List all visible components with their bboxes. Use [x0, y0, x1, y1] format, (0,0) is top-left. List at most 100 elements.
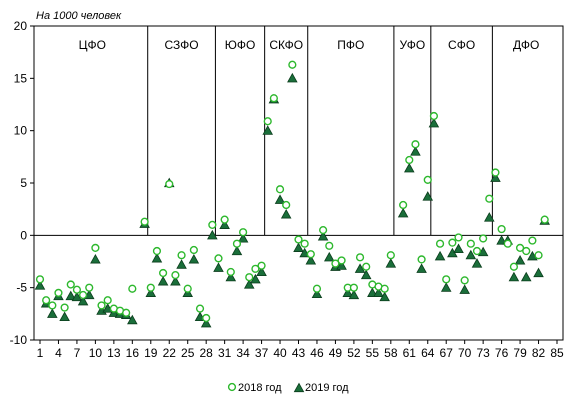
point-2019 [459, 284, 470, 294]
district-label: СКФО [269, 38, 303, 52]
point-2019 [348, 289, 360, 300]
point-2018 [78, 290, 88, 300]
point-2018 [66, 280, 75, 289]
point-2018 [128, 284, 137, 293]
point-2018 [380, 284, 389, 293]
point-2019 [90, 253, 101, 264]
point-2018 [60, 303, 69, 312]
y-tick-label: 5 [20, 176, 27, 190]
point-2018 [42, 296, 51, 305]
point-2018 [158, 268, 168, 278]
point-2018 [208, 220, 217, 229]
point-2018 [294, 235, 303, 244]
point-2018 [232, 239, 242, 248]
point-2019 [311, 288, 323, 299]
point-2018 [54, 288, 63, 298]
point-2019 [373, 287, 384, 297]
point-2018 [48, 301, 57, 310]
point-2018 [183, 284, 192, 293]
point-2019 [410, 146, 421, 156]
point-2018 [306, 250, 315, 259]
point-2018 [472, 246, 482, 256]
x-tick-label: 31 [218, 346, 232, 360]
point-2019 [157, 275, 169, 286]
point-2019 [188, 253, 200, 264]
point-2019 [416, 263, 427, 273]
x-tick-label: 49 [329, 346, 343, 360]
point-2018 [423, 175, 432, 184]
point-2019 [354, 263, 366, 273]
point-2018 [540, 215, 549, 224]
point-2019 [250, 273, 261, 284]
point-2019 [440, 282, 452, 292]
point-2018 [97, 301, 106, 310]
y-tick-label: -5 [16, 281, 27, 295]
point-2018 [189, 245, 198, 255]
point-2018 [140, 217, 149, 226]
point-2018 [460, 276, 469, 285]
point-2018 [325, 241, 334, 250]
point-2018 [226, 267, 235, 277]
point-2019 [262, 125, 274, 135]
point-2018 [491, 168, 500, 177]
point-2019 [231, 245, 243, 256]
x-tick-label: 1 [37, 346, 44, 360]
point-2018 [269, 94, 278, 103]
x-tick-label: 40 [273, 346, 287, 360]
point-2019 [471, 258, 483, 268]
point-2019 [490, 172, 501, 182]
x-tick-label: 43 [292, 346, 306, 360]
point-2018 [454, 233, 463, 242]
point-2018 [257, 261, 266, 270]
point-2018 [275, 185, 285, 194]
point-2019 [256, 266, 267, 277]
x-tick-label: 58 [384, 346, 398, 360]
point-2018 [300, 239, 309, 248]
legend: 2018 год 2019 год [227, 382, 349, 394]
point-2018 [220, 215, 229, 224]
point-2019 [317, 230, 329, 241]
district-label: СЗФО [165, 38, 199, 52]
point-2019 [207, 229, 218, 240]
point-2019 [520, 271, 532, 282]
point-2019 [170, 275, 181, 286]
point-2018 [522, 246, 531, 256]
x-tick-label: 13 [107, 346, 121, 360]
point-2019 [219, 219, 230, 229]
unit-label: На 1000 человек [36, 10, 122, 22]
point-2019 [484, 212, 495, 222]
point-2018 [103, 296, 112, 305]
point-2018 [85, 283, 94, 292]
point-2018 [331, 259, 340, 268]
point-2019 [225, 271, 237, 282]
district-label: ЮФО [225, 38, 256, 52]
point-2019 [404, 162, 415, 173]
district-label: ДФО [513, 38, 539, 52]
point-2018 [263, 117, 272, 126]
point-2018 [177, 251, 186, 260]
point-2019 [533, 267, 544, 278]
district-label: УФО [400, 38, 426, 52]
x-tick-label: 37 [255, 346, 269, 360]
x-tick-label: 10 [89, 346, 103, 360]
x-tick-label: 64 [421, 346, 435, 360]
point-2019 [305, 255, 317, 265]
point-2019 [274, 194, 286, 204]
district-label: ПФО [337, 38, 364, 52]
x-tick-label: 7 [74, 346, 81, 360]
point-2018 [319, 226, 328, 235]
point-2019 [237, 233, 249, 243]
point-2018 [509, 262, 519, 271]
point-2018 [152, 246, 162, 256]
point-2019 [514, 255, 526, 265]
point-2019 [47, 308, 58, 318]
x-tick-label: 67 [440, 346, 454, 360]
point-2018 [448, 238, 457, 247]
point-2018 [282, 200, 291, 210]
x-tick-label: 85 [550, 346, 564, 360]
point-2018 [479, 234, 488, 243]
point-2018 [245, 273, 254, 282]
y-tick-label: 15 [14, 71, 28, 85]
x-tick-label: 4 [55, 346, 62, 360]
x-tick-label: 16 [126, 346, 140, 360]
